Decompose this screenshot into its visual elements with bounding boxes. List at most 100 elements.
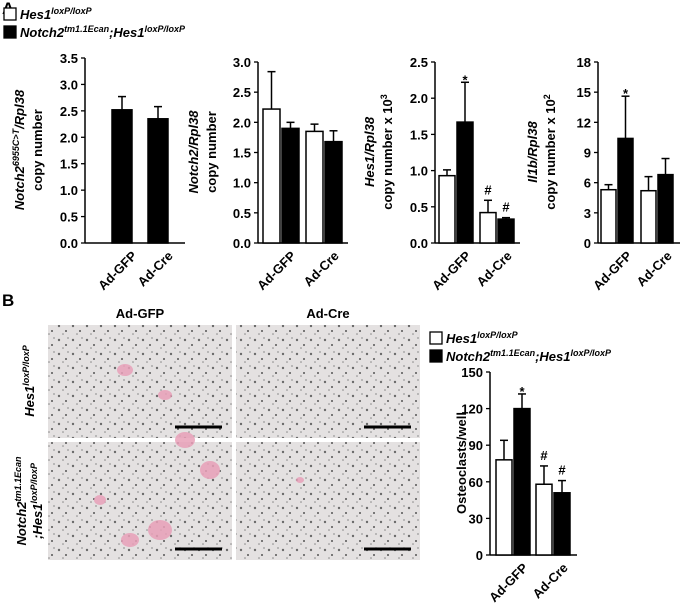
cell	[117, 364, 133, 376]
y-tick-label: 1.0	[60, 183, 78, 198]
significance-mark: #	[540, 448, 548, 463]
bar	[600, 188, 617, 244]
legend-swatch	[429, 349, 443, 363]
error-bar	[502, 216, 510, 220]
legend-label: Notch2tm1.1Ecan;Hes1loxP/loxP	[20, 24, 186, 40]
error-bar	[604, 183, 613, 190]
bar	[495, 459, 513, 556]
y-tick-label: 3.5	[60, 51, 78, 66]
bar	[456, 121, 474, 244]
y-tick-label: 9	[584, 146, 591, 161]
error-bar	[329, 130, 338, 142]
y-axis-label: Hes1/Rpl38	[362, 116, 377, 187]
x-tick-label: Ad-GFP	[429, 248, 474, 293]
error-bar	[267, 70, 276, 110]
text-part: loxP/loxP	[477, 330, 519, 340]
cell	[121, 533, 139, 547]
text-part: /Rpl38	[12, 89, 27, 130]
text-part: tm1.1Ecan	[490, 348, 536, 358]
y-tick-label: 18	[577, 55, 591, 70]
y-tick-label: 2.0	[410, 91, 428, 106]
panel-label: B	[2, 291, 14, 310]
micrograph	[48, 325, 232, 438]
micrograph	[48, 442, 232, 560]
y-tick-label: 0.5	[233, 206, 251, 221]
significance-mark: *	[623, 86, 629, 101]
bar	[513, 407, 531, 556]
legend-swatch	[3, 25, 17, 39]
bar	[305, 130, 324, 244]
y-tick-label: 90	[469, 438, 483, 453]
y-tick-label: 3	[584, 206, 591, 221]
y-tick-label: 2.0	[60, 130, 78, 145]
error-bar	[310, 123, 319, 132]
bar	[497, 218, 515, 244]
text-part: loxP/loxP	[29, 462, 39, 504]
bar	[479, 211, 497, 244]
y-axis-label: Notch2/Rpl38	[186, 110, 201, 194]
y-axis-label: copy number x 102	[542, 94, 558, 210]
error-bar	[118, 95, 126, 110]
significance-mark: #	[484, 182, 492, 197]
bar	[324, 140, 343, 244]
significance-mark: #	[502, 200, 510, 215]
text-part: ;Hes1	[109, 25, 144, 40]
y-tick-label: 0.0	[233, 236, 251, 251]
y-tick-label: 2.5	[410, 55, 428, 70]
error-bar	[500, 439, 508, 460]
y-tick-label: 2.0	[233, 115, 251, 130]
significance-mark: *	[462, 72, 468, 87]
micrograph	[236, 325, 420, 438]
x-tick-label: Ad-Cre	[530, 560, 571, 601]
y-tick-label: 6	[584, 176, 591, 191]
x-tick-label: Ad-Cre	[301, 248, 342, 289]
y-tick-label: 60	[469, 475, 483, 490]
y-tick-label: 12	[577, 115, 591, 130]
text-part: loxP/loxP	[21, 344, 31, 386]
error-bar	[558, 479, 566, 493]
y-tick-label: 0.0	[410, 236, 428, 251]
y-tick-label: 0.5	[60, 210, 78, 225]
y-tick-label: 0	[584, 236, 591, 251]
cell	[296, 477, 304, 483]
error-bar	[540, 465, 548, 485]
y-tick-label: 0.0	[60, 236, 78, 251]
text-part: Notch2	[14, 501, 29, 546]
x-tick-label: Ad-GFP	[590, 248, 635, 293]
cell	[200, 461, 220, 479]
text-part: loxP/loxP	[571, 348, 613, 358]
error-bar	[661, 157, 670, 175]
y-axis-label: Il1b/Rpl38	[525, 121, 540, 183]
y-tick-label: 1.5	[60, 157, 78, 172]
y-axis-label: Osteoclasts/well	[454, 412, 469, 514]
y-tick-label: 15	[577, 85, 591, 100]
row-label: Hes1loxP/loxP	[21, 344, 37, 417]
cell	[158, 390, 172, 400]
y-tick-label: 1.0	[410, 164, 428, 179]
y-tick-label: 150	[461, 365, 483, 380]
bar	[281, 127, 300, 244]
text-part: 3	[379, 94, 389, 99]
text-part: Hes1/Rpl38	[362, 116, 377, 187]
text-part: Hes1	[20, 7, 51, 22]
error-bar	[518, 393, 526, 409]
y-tick-label: 120	[461, 402, 483, 417]
bar	[553, 492, 571, 556]
bar	[438, 174, 456, 244]
y-tick-label: 30	[469, 511, 483, 526]
y-tick-label: 1.5	[233, 146, 251, 161]
x-tick-label: Ad-Cre	[135, 248, 176, 289]
y-tick-label: 3.0	[60, 77, 78, 92]
bar	[111, 109, 133, 244]
legend-swatch	[3, 7, 17, 21]
x-tick-label: Ad-Cre	[474, 248, 515, 289]
y-axis-label: Notch26955C>T/Rpl38	[11, 89, 27, 210]
y-tick-label: 0.5	[410, 200, 428, 215]
text-part: tm1.1Ecan	[64, 24, 110, 34]
significance-mark: #	[558, 463, 566, 478]
legend-label: Hes1loxP/loxP	[20, 6, 93, 22]
y-tick-label: 2.5	[60, 104, 78, 119]
error-bar	[286, 121, 295, 129]
column-label: Ad-GFP	[116, 306, 165, 321]
